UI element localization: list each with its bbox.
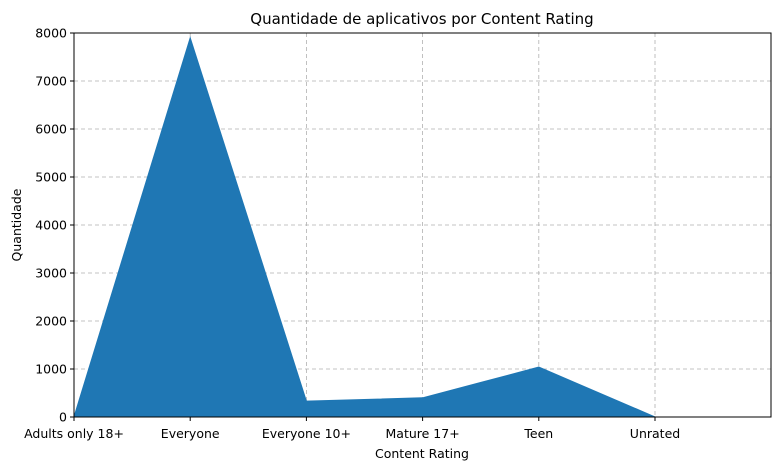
y-tick-label: 4000	[35, 218, 67, 233]
x-tick-label: Adults only 18+	[24, 426, 124, 441]
y-tick-label: 3000	[35, 266, 67, 281]
y-tick-label: 5000	[35, 170, 67, 185]
x-tick-label: Mature 17+	[386, 426, 460, 441]
y-tick-label: 6000	[35, 122, 67, 137]
y-axis-ticks: 0 1000 2000 3000 4000 5000 6000 7000 8000	[35, 26, 74, 425]
y-tick-label: 7000	[35, 74, 67, 89]
x-axis-ticks: Adults only 18+ Everyone Everyone 10+ Matur…	[24, 417, 680, 441]
x-tick-label: Everyone 10+	[262, 426, 351, 441]
area-layer	[73, 36, 656, 418]
y-axis-title: Quantidade	[9, 188, 24, 261]
x-tick-label: Unrated	[630, 426, 680, 441]
chart-title: Quantidade de aplicativos por Content Ra…	[250, 10, 593, 28]
x-tick-label: Teen	[523, 426, 553, 441]
y-tick-label: 8000	[35, 26, 67, 41]
y-tick-label: 0	[59, 410, 67, 425]
y-tick-label: 1000	[35, 362, 67, 377]
x-tick-label: Everyone	[161, 426, 220, 441]
x-axis-title: Content Rating	[375, 446, 469, 461]
y-tick-label: 2000	[35, 314, 67, 329]
area-series	[73, 36, 656, 418]
